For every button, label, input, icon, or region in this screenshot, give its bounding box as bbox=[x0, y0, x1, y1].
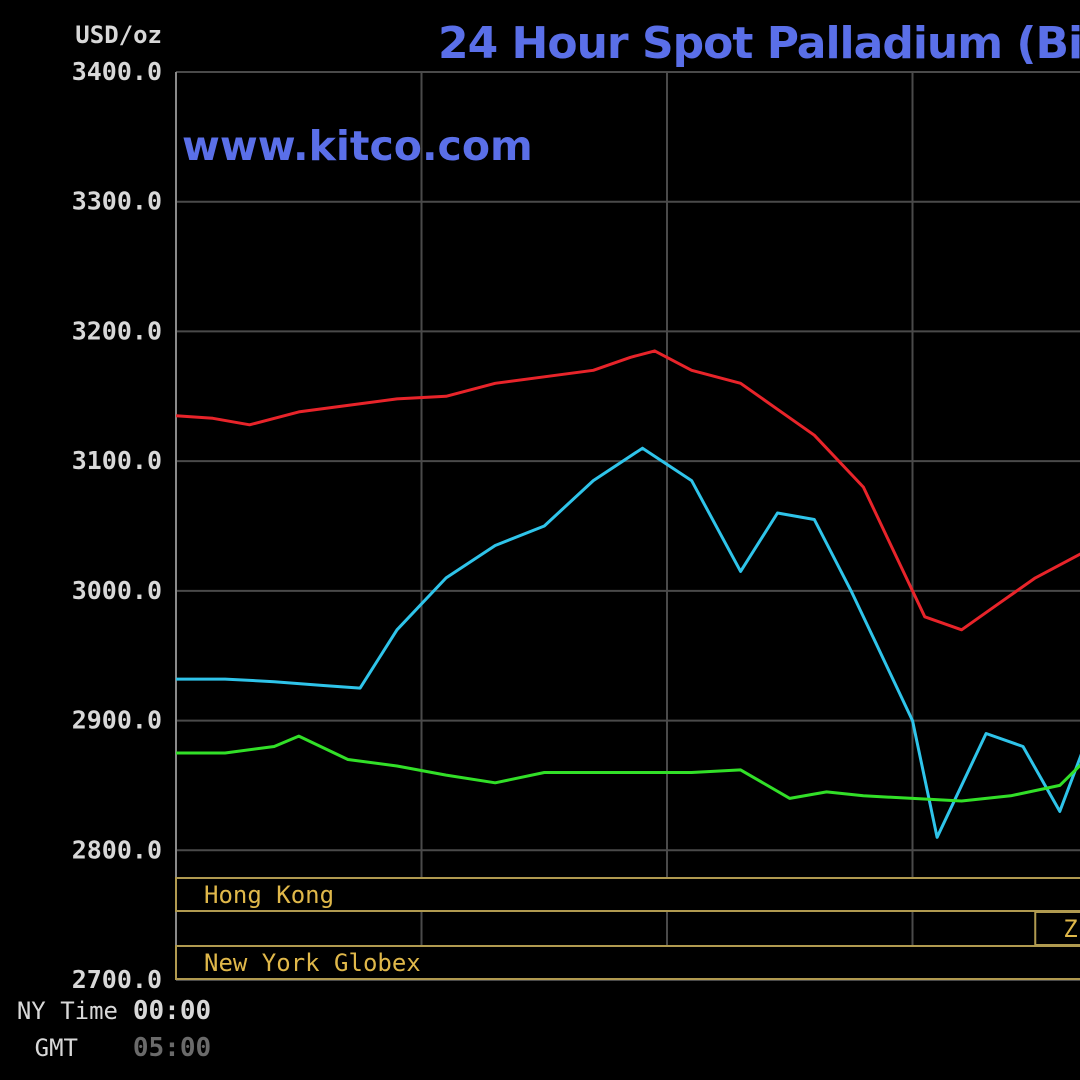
time-row-label: NY Time bbox=[17, 997, 118, 1025]
y-axis-unit-label: USD/oz bbox=[75, 21, 162, 49]
session-label: Zurich bbox=[1063, 915, 1080, 943]
session-box bbox=[175, 945, 1080, 980]
y-tick-label: 2900.0 bbox=[72, 706, 162, 735]
session-label: New York Globex bbox=[204, 949, 421, 977]
y-tick-label: 2700.0 bbox=[72, 965, 162, 994]
series-line-2 bbox=[175, 349, 1080, 632]
session-box bbox=[175, 877, 1080, 912]
y-tick-label: 3100.0 bbox=[72, 446, 162, 475]
time-row-label: GMT bbox=[35, 1034, 78, 1062]
session-box bbox=[1034, 911, 1080, 946]
session-label: Hong Kong bbox=[204, 881, 334, 909]
gmt-tick-label: 05:00 bbox=[133, 1033, 211, 1063]
y-tick-label: 3400.0 bbox=[72, 57, 162, 86]
series-line-3 bbox=[176, 734, 1080, 803]
y-tick-label: 2800.0 bbox=[72, 835, 162, 864]
y-tick-label: 3300.0 bbox=[72, 187, 162, 216]
ny-time-tick-label: 00:00 bbox=[133, 996, 211, 1026]
chart-title: 24 Hour Spot Palladium (Bid bbox=[438, 18, 1080, 69]
watermark-text: www.kitco.com bbox=[182, 122, 533, 170]
series-line-1 bbox=[176, 446, 1080, 839]
y-tick-label: 3200.0 bbox=[72, 316, 162, 345]
y-tick-label: 3000.0 bbox=[72, 576, 162, 605]
